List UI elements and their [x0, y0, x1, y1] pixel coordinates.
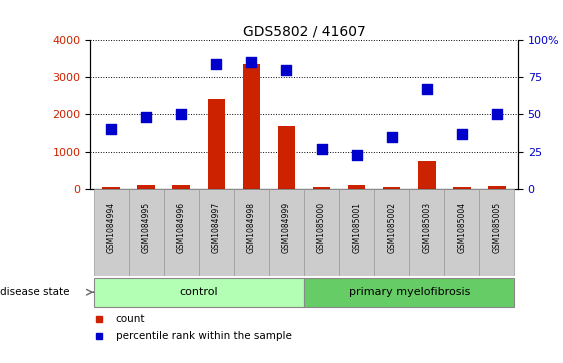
Point	[282, 67, 291, 73]
Text: GSM1084995: GSM1084995	[142, 202, 151, 253]
Point	[387, 134, 396, 140]
Text: GSM1084997: GSM1084997	[212, 202, 221, 253]
Bar	[93, 277, 304, 307]
Text: GSM1085005: GSM1085005	[493, 202, 502, 253]
Title: GDS5802 / 41607: GDS5802 / 41607	[243, 25, 365, 39]
Point	[142, 114, 151, 120]
FancyBboxPatch shape	[374, 189, 409, 276]
Bar	[278, 126, 295, 189]
Text: GSM1085002: GSM1085002	[387, 202, 396, 253]
Text: GSM1084998: GSM1084998	[247, 202, 256, 253]
Point	[457, 131, 466, 136]
FancyBboxPatch shape	[444, 189, 479, 276]
FancyBboxPatch shape	[199, 189, 234, 276]
Bar	[348, 185, 365, 189]
Bar	[304, 277, 515, 307]
Text: GSM1084996: GSM1084996	[177, 202, 186, 253]
Bar	[418, 161, 436, 189]
Text: GSM1084994: GSM1084994	[106, 202, 115, 253]
Bar	[243, 64, 260, 189]
Bar	[172, 185, 190, 189]
FancyBboxPatch shape	[234, 189, 269, 276]
FancyBboxPatch shape	[129, 189, 164, 276]
Text: GSM1084999: GSM1084999	[282, 202, 291, 253]
FancyBboxPatch shape	[409, 189, 444, 276]
Bar	[137, 185, 155, 189]
Point	[212, 61, 221, 67]
Point	[247, 59, 256, 65]
Text: disease state: disease state	[0, 287, 69, 297]
Bar	[488, 186, 506, 189]
FancyBboxPatch shape	[304, 189, 339, 276]
FancyBboxPatch shape	[164, 189, 199, 276]
FancyBboxPatch shape	[339, 189, 374, 276]
Text: control: control	[180, 287, 218, 297]
Point	[106, 126, 115, 132]
FancyBboxPatch shape	[479, 189, 515, 276]
Text: primary myelofibrosis: primary myelofibrosis	[348, 287, 470, 297]
FancyBboxPatch shape	[93, 189, 129, 276]
Point	[177, 111, 186, 117]
Text: GSM1085003: GSM1085003	[422, 202, 431, 253]
Bar	[208, 99, 225, 189]
Bar	[313, 187, 330, 189]
Bar	[453, 187, 471, 189]
Text: percentile rank within the sample: percentile rank within the sample	[116, 331, 292, 341]
Text: count: count	[116, 314, 145, 325]
Bar	[102, 187, 120, 189]
Point	[422, 86, 431, 92]
Point	[352, 152, 361, 158]
FancyBboxPatch shape	[269, 189, 304, 276]
Text: GSM1085000: GSM1085000	[317, 202, 326, 253]
Text: GSM1085004: GSM1085004	[457, 202, 466, 253]
Bar	[383, 187, 400, 189]
Point	[317, 146, 326, 151]
Text: GSM1085001: GSM1085001	[352, 202, 361, 253]
Point	[493, 111, 502, 117]
